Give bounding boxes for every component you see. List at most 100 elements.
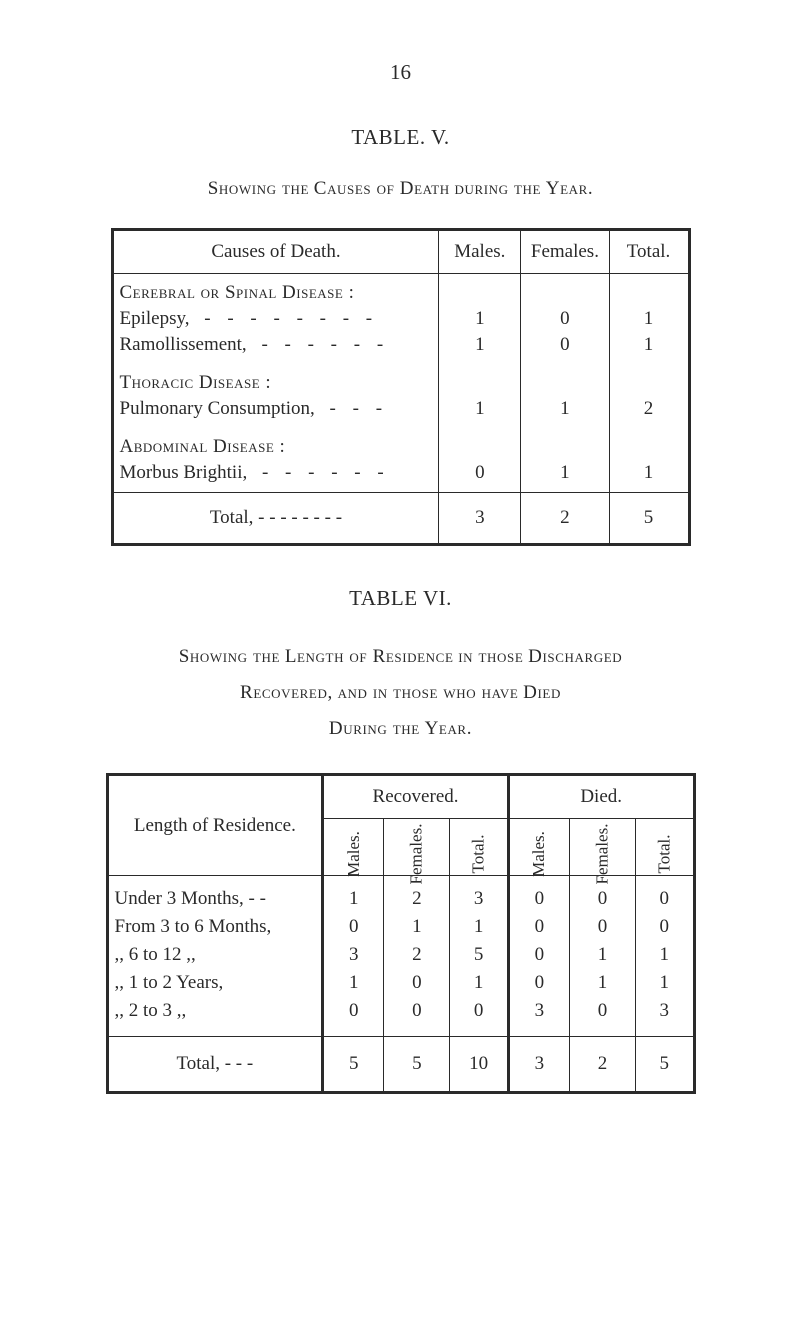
col-recovered: Recovered.	[323, 775, 509, 819]
row-label: From 3 to 6 Months,	[107, 913, 323, 941]
total-cell: 3	[508, 1037, 569, 1093]
total-total: 5	[609, 493, 689, 545]
label-text: Morbus Brightii,	[120, 462, 248, 483]
caption-text: Causes of Death	[314, 178, 450, 199]
group-title: Thoracic Disease :	[112, 364, 439, 396]
cell: 1	[609, 460, 689, 493]
row-label: Under 3 Months, - -	[107, 876, 323, 914]
group-title: Abdominal Disease :	[112, 428, 439, 460]
row-label: ,, 1 to 2 Years,	[107, 969, 323, 997]
label-text: Epilepsy,	[120, 308, 190, 329]
table-v: Causes of Death. Males. Females. Total. …	[111, 228, 691, 546]
page-number: 16	[60, 60, 741, 85]
cell: 1	[439, 306, 521, 332]
col-causes: Causes of Death.	[112, 230, 439, 274]
table-row: Cerebral or Spinal Disease :	[112, 274, 689, 307]
subcol-total: Total.	[450, 819, 508, 876]
cell: 5	[450, 941, 508, 969]
item-label: Ramollissement, - - - - - -	[112, 332, 439, 364]
cell: 1	[609, 306, 689, 332]
table-row: Ramollissement, - - - - - - 1 0 1	[112, 332, 689, 364]
total-label: Total, - - - - - - - -	[112, 493, 439, 545]
cell: 2	[609, 396, 689, 428]
cell: 0	[569, 913, 635, 941]
cell: 0	[508, 941, 569, 969]
table-v-caption: Showing the Causes of Death during the Y…	[60, 178, 741, 200]
caption-text: in those	[458, 646, 523, 667]
label-text: Ramollissement,	[120, 334, 247, 355]
cell: 1	[521, 460, 609, 493]
table-row: Thoracic Disease :	[112, 364, 689, 396]
cell: 1	[439, 332, 521, 364]
cell: 1	[323, 876, 384, 914]
row-label: ,, 6 to 12 ,,	[107, 941, 323, 969]
caption-text: During the	[329, 718, 420, 739]
col-died: Died.	[508, 775, 694, 819]
table-v-header-row: Causes of Death. Males. Females. Total.	[112, 230, 689, 274]
subcol-males: Males.	[323, 819, 384, 876]
table-row: Epilepsy, - - - - - - - - 1 0 1	[112, 306, 689, 332]
cell: 2	[384, 941, 450, 969]
table-vi-body: Under 3 Months, - - 1 2 3 0 0 0 From 3 t…	[107, 876, 694, 1037]
table-row: ,, 2 to 3 ,, 0 0 0 3 0 3	[107, 997, 694, 1037]
caption-text: Length of Residence	[285, 646, 454, 667]
item-label: Epilepsy, - - - - - - - -	[112, 306, 439, 332]
dashes: - - - - - - - -	[204, 308, 378, 330]
caption-text: Showing the	[179, 646, 280, 667]
table-v-label: TABLE. V.	[60, 125, 741, 150]
table-vi-caption: Showing the Length of Residence in those…	[81, 639, 721, 747]
caption-text: Year.	[425, 718, 472, 739]
cell: 0	[569, 997, 635, 1037]
cell: 0	[323, 997, 384, 1037]
col-length-of-residence: Length of Residence.	[107, 775, 323, 876]
subcol-females: Females.	[384, 819, 450, 876]
cell: 1	[384, 913, 450, 941]
cell: 0	[636, 876, 694, 914]
cell: 0	[521, 332, 609, 364]
cell: 1	[450, 969, 508, 997]
total-females: 2	[521, 493, 609, 545]
cell: 1	[450, 913, 508, 941]
caption-text: Recovered,	[240, 682, 333, 703]
cell: 0	[384, 969, 450, 997]
total-cell: 2	[569, 1037, 635, 1093]
cell: 3	[323, 941, 384, 969]
cell: 1	[636, 941, 694, 969]
dashes: - - - - - -	[261, 334, 389, 356]
cell: 0	[439, 460, 521, 493]
cell: 1	[636, 969, 694, 997]
cell: 3	[508, 997, 569, 1037]
table-vi-total-row: Total, - - - 5 5 10 3 2 5	[107, 1037, 694, 1093]
cell: 0	[508, 913, 569, 941]
caption-text: during the	[454, 178, 541, 199]
table-row: From 3 to 6 Months, 0 1 1 0 0 0	[107, 913, 694, 941]
table-row: Morbus Brightii, - - - - - - 0 1 1	[112, 460, 689, 493]
total-males: 3	[439, 493, 521, 545]
caption-text: Year.	[546, 178, 593, 199]
cell: 1	[609, 332, 689, 364]
caption-text: and in those who have	[338, 682, 519, 703]
caption-text: Died	[523, 682, 561, 703]
cell: 0	[323, 913, 384, 941]
caption-text: Discharged	[528, 646, 622, 667]
cell: 1	[323, 969, 384, 997]
total-label: Total, - - -	[107, 1037, 323, 1093]
cell: 1	[521, 396, 609, 428]
cell: 1	[439, 396, 521, 428]
total-cell: 5	[384, 1037, 450, 1093]
table-row: ,, 1 to 2 Years, 1 0 1 0 1 1	[107, 969, 694, 997]
cell: 0	[508, 876, 569, 914]
total-cell: 5	[323, 1037, 384, 1093]
table-vi-label: TABLE VI.	[60, 586, 741, 611]
cell: 0	[636, 913, 694, 941]
cell: 1	[569, 969, 635, 997]
subcol-females: Females.	[569, 819, 635, 876]
cell: 1	[569, 941, 635, 969]
label-text: Pulmonary Consumption,	[120, 398, 315, 419]
col-total: Total.	[609, 230, 689, 274]
table-row: Pulmonary Consumption, - - - 1 1 2	[112, 396, 689, 428]
cell: 0	[521, 306, 609, 332]
group-title: Cerebral or Spinal Disease :	[112, 274, 439, 307]
col-males: Males.	[439, 230, 521, 274]
table-row: Abdominal Disease :	[112, 428, 689, 460]
